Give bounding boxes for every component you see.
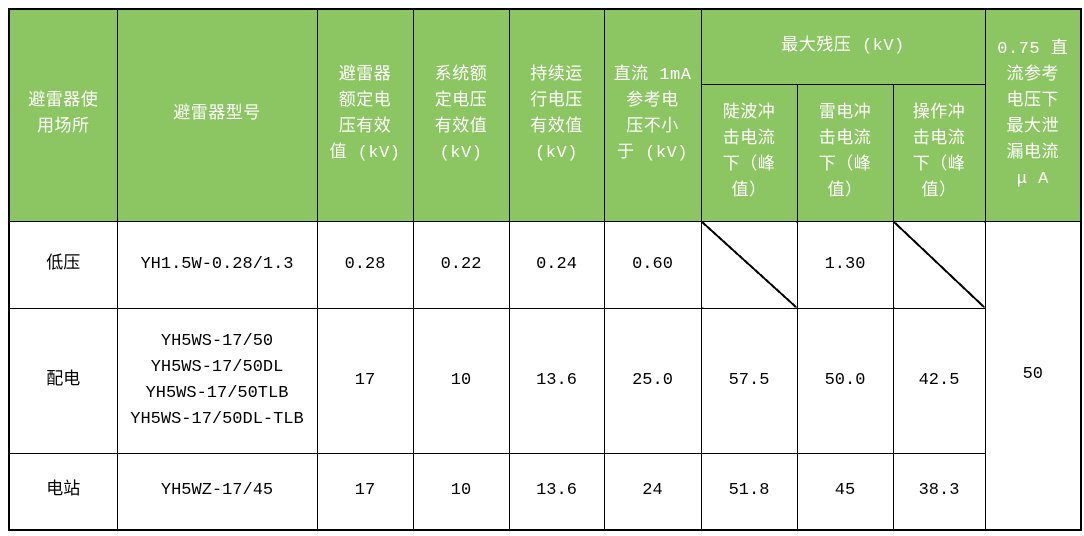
header-system-voltage: 系统额 定电压 有效值 (kV) [412, 8, 510, 222]
cell-switching: 42.5 [892, 307, 986, 454]
cell-model: YH1.5W-0.28/1.3 [116, 220, 318, 309]
arrester-spec-table: 避雷器使 用场所 避雷器型号 避雷器 额定电 压有效 值 (kV) 系统额 定电… [8, 8, 1083, 531]
header-model: 避雷器型号 [116, 8, 318, 222]
cell-continuous: 13.6 [508, 307, 605, 454]
header-row-sub: 陡波冲 击电流 下（峰 值） 雷电冲 击电流 下（峰 值） 操作冲 击电流 下（… [9, 83, 1081, 222]
header-dc-1ma-reference: 直流 1mA 参考电 压不小 于 (kV) [603, 8, 702, 222]
header-row-group: 避雷器使 用场所 避雷器型号 避雷器 额定电 压有效 值 (kV) 系统额 定电… [8, 8, 1082, 222]
cell-dc: 24 [603, 452, 702, 531]
header-switching: 操作冲 击电流 下（峰 值） [892, 83, 986, 222]
header-continuous-voltage: 持续运 行电压 有效值 (kV) [508, 8, 605, 222]
table-row-low-voltage: 低压 YH1.5W-0.28/1.3 0.28 0.22 0.24 0.60 1… [8, 220, 1082, 531]
cell-lightning: 50.0 [796, 307, 894, 454]
diagonal-slash-cell [700, 220, 798, 309]
header-leakage-current: 0.75 直 流参考 电压下 最大泄 漏电流 μ A [984, 8, 1082, 222]
cell-rated: 17 [316, 452, 414, 531]
cell-leakage-merged: 50 [984, 220, 1082, 531]
diagonal-slash-cell [892, 220, 986, 309]
table-row-distribution: 配电 YH5WS-17/50 YH5WS-17/50DL YH5WS-17/50… [8, 307, 1081, 454]
header-max-residual-group: 最大残压 (kV) [700, 8, 986, 85]
cell-rated: 0.28 [316, 220, 414, 309]
cell-model: YH5WZ-17/45 [116, 452, 318, 531]
cell-lightning: 1.30 [796, 220, 894, 309]
cell-dc: 0.60 [603, 220, 702, 309]
header-lightning: 雷电冲 击电流 下（峰 值） [796, 83, 894, 222]
cell-location: 配电 [8, 307, 118, 454]
cell-location: 电站 [8, 452, 118, 531]
cell-switching: 38.3 [892, 452, 986, 531]
cell-continuous: 0.24 [508, 220, 605, 309]
header-steep-wave: 陡波冲 击电流 下（峰 值） [700, 83, 798, 222]
cell-model: YH5WS-17/50 YH5WS-17/50DL YH5WS-17/50TLB… [116, 307, 318, 454]
cell-location: 低压 [8, 220, 118, 309]
cell-continuous: 13.6 [508, 452, 605, 531]
cell-rated: 17 [316, 307, 414, 454]
cell-steep: 51.8 [700, 452, 798, 531]
cell-dc: 25.0 [603, 307, 702, 454]
cell-steep: 57.5 [700, 307, 798, 454]
header-rated-voltage: 避雷器 额定电 压有效 值 (kV) [316, 8, 414, 222]
cell-lightning: 45 [796, 452, 894, 531]
cell-system: 10 [412, 452, 510, 531]
cell-system: 0.22 [412, 220, 510, 309]
header-usage-location: 避雷器使 用场所 [8, 8, 118, 222]
cell-system: 10 [412, 307, 510, 454]
table-row-station: 电站 YH5WZ-17/45 17 10 13.6 24 51.8 45 38.… [8, 452, 1081, 531]
